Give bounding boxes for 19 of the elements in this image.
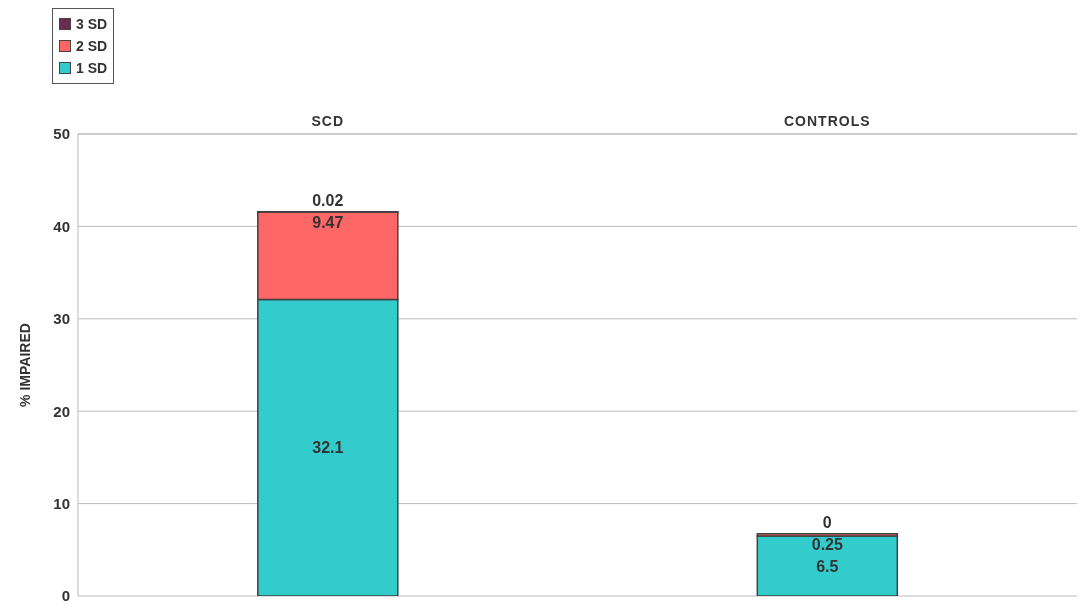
data-label: 6.5	[816, 557, 839, 575]
y-tick-label: 20	[53, 402, 70, 420]
x-tick-label: SCD	[311, 113, 345, 129]
y-tick-label: 30	[53, 310, 70, 328]
legend-label: 1 SD	[76, 60, 108, 76]
data-label: 9.47	[312, 214, 344, 232]
y-tick-label: 40	[53, 217, 70, 235]
y-tick-label: 50	[53, 125, 70, 143]
x-tick-label: CONTROLS	[783, 113, 871, 129]
bar	[756, 535, 899, 596]
data-label: 0	[822, 513, 832, 531]
data-label: 0.25	[811, 535, 843, 553]
y-tick-label: 0	[61, 587, 70, 605]
legend-label: 3 SD	[76, 16, 108, 32]
y-tick-label: 10	[53, 494, 70, 512]
y-axis-title: % IMPAIRED	[16, 323, 33, 407]
data-label: 32.1	[312, 439, 344, 457]
data-label: 0.02	[312, 191, 344, 209]
legend-label: 2 SD	[76, 38, 108, 54]
